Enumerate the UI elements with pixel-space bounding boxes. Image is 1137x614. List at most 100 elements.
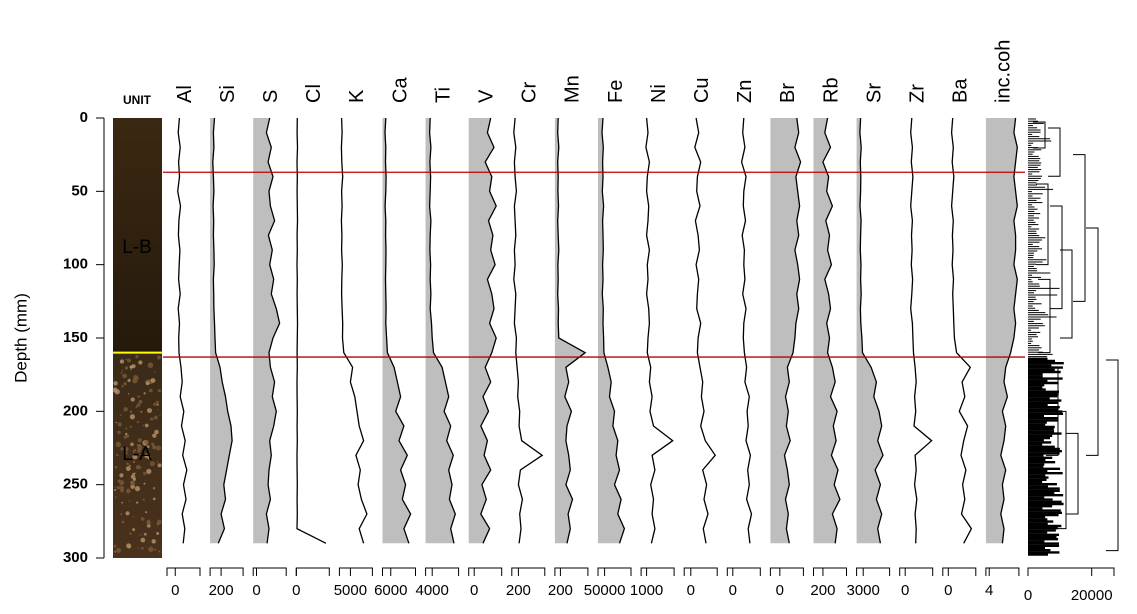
profile-fill — [425, 118, 456, 544]
dendrogram-link — [1086, 227, 1099, 456]
core-speckle — [137, 395, 141, 398]
panel-label: Br — [777, 83, 799, 103]
x-tick-label: 200 — [548, 582, 573, 599]
profile-fill — [770, 118, 801, 544]
core-speckle — [141, 547, 144, 550]
core-speckle — [118, 479, 121, 481]
core-speckle — [112, 387, 118, 393]
core-speckle — [126, 358, 131, 363]
core-speckle — [121, 369, 124, 372]
core-speckle — [120, 447, 124, 451]
core-speckle — [148, 388, 153, 393]
profile-line — [1000, 117, 1018, 544]
x-tick-label: 0 — [776, 582, 784, 599]
core-speckle — [119, 473, 124, 478]
core-speckle — [148, 546, 154, 552]
dendrogram-link — [1106, 359, 1119, 552]
core-speckle — [129, 410, 133, 414]
core-speckle — [157, 389, 161, 393]
core-speckle — [139, 453, 142, 456]
core-speckle — [156, 400, 159, 404]
core-speckle — [157, 355, 161, 360]
panel-label: Zn — [734, 80, 756, 103]
core-speckle — [116, 548, 122, 553]
core-upper — [113, 118, 162, 353]
panel-label: K — [346, 89, 368, 103]
core-speckle — [135, 464, 141, 470]
y-tick-label: 150 — [63, 329, 88, 346]
core-speckle — [136, 501, 139, 504]
core-speckle — [114, 486, 116, 488]
core-speckle — [128, 393, 130, 395]
x-axis-line — [640, 567, 675, 576]
core-speckle — [152, 444, 156, 448]
core-speckle — [150, 378, 156, 383]
profile-line — [557, 117, 587, 544]
core-speckle — [125, 488, 131, 494]
panel-label: Zr — [906, 84, 928, 103]
x-axis-line — [511, 567, 546, 576]
core-speckle — [150, 417, 154, 421]
core-speckle — [137, 438, 142, 443]
profile-line — [910, 117, 933, 544]
y-tick-label: 300 — [63, 549, 88, 566]
core-speckle — [144, 423, 149, 428]
x-tick-label: 20000 — [1071, 587, 1113, 604]
profile-line — [822, 117, 841, 544]
core-speckle — [146, 468, 152, 474]
panel-label: Ba — [950, 78, 972, 103]
core-speckle — [130, 480, 136, 486]
core-speckle — [132, 528, 136, 532]
core-speckle — [133, 461, 135, 463]
x-tick-label: 0 — [944, 582, 952, 599]
x-axis-line — [813, 567, 847, 576]
profile-line — [740, 117, 753, 544]
core-speckle — [120, 372, 123, 374]
y-tick-label: 100 — [63, 256, 88, 273]
core-speckle — [127, 379, 131, 383]
y-tick-label: 250 — [63, 476, 88, 493]
y-tick-label: 50 — [71, 182, 88, 199]
core-speckle — [114, 496, 117, 498]
core-speckle — [156, 522, 160, 526]
core-speckle — [113, 544, 117, 548]
core-speckle — [132, 454, 138, 460]
x-axis-line — [985, 567, 1020, 576]
panel-label: Rb — [820, 77, 842, 103]
panel-label: Ti — [432, 87, 454, 103]
core-speckle — [142, 424, 145, 427]
core-speckle — [142, 498, 145, 501]
x-tick-label: 0 — [470, 582, 478, 599]
profile-line — [340, 117, 368, 544]
x-tick-label: 4000 — [416, 582, 449, 599]
x-axis-line — [166, 567, 201, 576]
core-speckle — [129, 532, 132, 535]
x-tick-label: 6000 — [374, 582, 407, 599]
x-axis-line — [338, 567, 373, 576]
x-axis-line — [382, 567, 416, 576]
core-speckle — [113, 381, 118, 386]
x-axis-line — [1027, 567, 1115, 576]
core-speckle — [134, 472, 136, 475]
core-speckle — [140, 537, 146, 543]
x-tick-label: 50000 — [584, 582, 626, 599]
core-speckle — [144, 439, 149, 445]
core-speckle — [137, 448, 142, 453]
x-tick-label: 1000 — [630, 582, 663, 599]
core-speckle — [129, 414, 135, 420]
core-speckle — [147, 362, 154, 369]
dendrogram-link — [1073, 154, 1086, 302]
core-speckle — [152, 497, 156, 501]
core-speckle — [123, 382, 127, 386]
core-speckle — [125, 434, 130, 438]
core-speckle — [145, 511, 148, 514]
core-speckle — [126, 543, 132, 549]
panel-label: Cr — [519, 82, 541, 103]
x-tick-label: 0 — [292, 582, 300, 599]
core-speckle — [147, 408, 152, 414]
profile-line — [177, 117, 188, 544]
panel-label: Mn — [562, 75, 584, 103]
core-speckle — [136, 403, 141, 407]
core-speckle — [124, 451, 128, 455]
